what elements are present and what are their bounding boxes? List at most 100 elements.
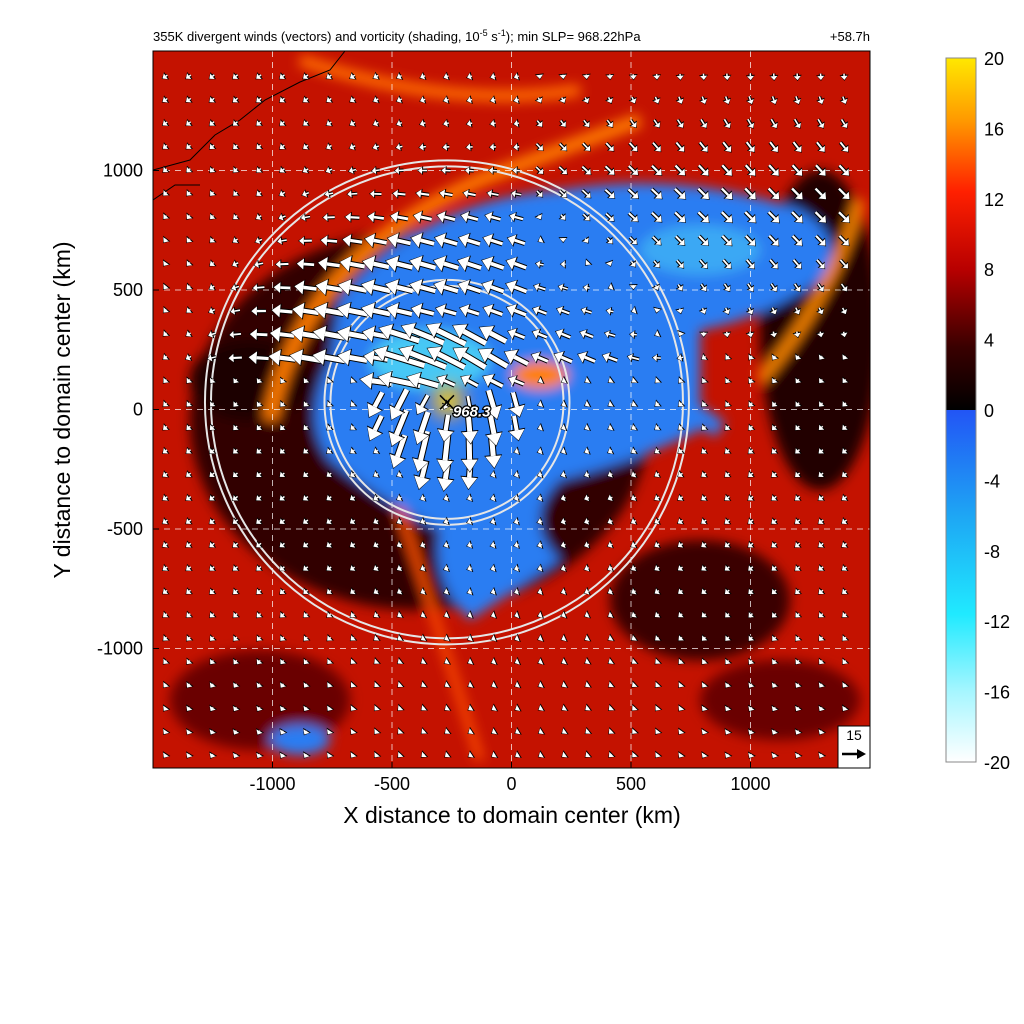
wind-vector: [419, 493, 427, 502]
wind-vector: [209, 657, 217, 666]
wind-vector: [582, 283, 590, 293]
wind-vector: [745, 306, 754, 316]
wind-vector: [373, 633, 381, 641]
wind-vector: [745, 73, 755, 82]
wind-vector: [604, 188, 616, 199]
wind-vector: [313, 301, 345, 320]
wind-vector: [389, 434, 409, 469]
wind-vector: [209, 610, 217, 619]
wind-vector: [464, 166, 474, 176]
wind-vector: [489, 586, 497, 596]
wind-vector: [604, 259, 614, 267]
wind-vector: [162, 165, 170, 173]
wind-vector: [514, 726, 522, 735]
wind-vector: [336, 348, 368, 367]
wind-vector: [162, 305, 171, 314]
wind-vector: [654, 422, 662, 431]
wind-vector: [373, 727, 382, 735]
wind-vector: [395, 118, 403, 128]
wind-vector: [818, 680, 826, 689]
wind-vector: [269, 325, 295, 343]
wind-vector: [513, 610, 521, 619]
wind-vector: [817, 563, 826, 572]
wind-vector: [724, 352, 733, 361]
wind-vector: [674, 234, 686, 246]
wind-vector: [584, 656, 592, 665]
wind-vector: [631, 680, 639, 688]
wind-vector: [724, 563, 732, 572]
min-slp-label: 968.3: [453, 403, 491, 420]
wind-vector: [373, 657, 381, 665]
wind-vector: [791, 234, 803, 247]
wind-vector: [630, 469, 638, 478]
wind-vector: [209, 235, 217, 244]
wind-vector: [443, 656, 452, 665]
wind-vector: [161, 71, 170, 80]
wind-vector: [584, 703, 593, 711]
wind-vector: [503, 349, 530, 367]
wind-vector: [794, 751, 803, 759]
wind-vector: [767, 186, 780, 201]
wind-vector: [724, 470, 732, 478]
wind-vector: [185, 72, 193, 80]
wind-vector: [769, 73, 779, 82]
wind-vector: [628, 141, 638, 153]
wind-vector: [442, 118, 450, 128]
wind-vector: [161, 563, 170, 572]
wind-vector: [795, 681, 803, 689]
wind-vector: [465, 142, 473, 152]
wind-vector: [743, 210, 757, 224]
wind-vector: [720, 210, 733, 224]
wind-vector: [817, 446, 826, 455]
wind-vector: [631, 656, 639, 665]
wind-vector: [505, 279, 528, 295]
wind-vector: [677, 610, 686, 618]
colorbar-positive: [946, 58, 976, 410]
wind-vector: [701, 376, 709, 384]
wind-vector: [460, 412, 479, 445]
wind-vector: [815, 331, 825, 339]
wind-vector: [256, 681, 264, 689]
wind-vector: [536, 586, 544, 596]
wind-vector: [230, 282, 240, 292]
wind-vector: [818, 376, 826, 384]
y-tick-label: 500: [113, 280, 143, 300]
wind-vector: [537, 680, 545, 689]
wind-vector: [396, 633, 405, 642]
wind-vector: [722, 307, 731, 316]
wind-vector: [606, 563, 615, 572]
wind-vector: [419, 563, 427, 572]
wind-vector: [505, 303, 527, 318]
vorticity-shading: [170, 54, 870, 762]
wind-vector: [278, 72, 287, 80]
wind-vector: [279, 681, 288, 689]
wind-vector: [395, 493, 404, 502]
wind-vector: [700, 517, 708, 525]
wind-vector: [186, 259, 194, 267]
wind-vector: [232, 118, 240, 127]
wind-vector: [630, 610, 639, 618]
wind-vector: [385, 301, 413, 320]
wind-vector: [724, 680, 733, 689]
wind-vector: [559, 493, 567, 502]
wind-vector: [678, 727, 686, 736]
wind-vector: [631, 750, 639, 759]
wind-vector: [536, 516, 544, 526]
wind-vector: [412, 410, 432, 446]
wind-vector: [842, 352, 850, 361]
wind-vector: [743, 186, 757, 201]
wind-vector: [436, 374, 456, 388]
wind-vector: [326, 376, 335, 384]
wind-vector: [607, 656, 616, 665]
wind-vector: [488, 142, 497, 152]
wind-vector: [279, 563, 287, 572]
wind-vector: [628, 74, 638, 81]
wind-vector: [393, 165, 404, 175]
wind-vector: [395, 469, 404, 478]
wind-vector: [185, 118, 193, 127]
wind-vector: [302, 610, 311, 619]
wind-vector: [795, 657, 803, 666]
wind-vector: [582, 212, 591, 222]
wind-vector: [700, 352, 709, 361]
wind-vector: [489, 540, 497, 549]
